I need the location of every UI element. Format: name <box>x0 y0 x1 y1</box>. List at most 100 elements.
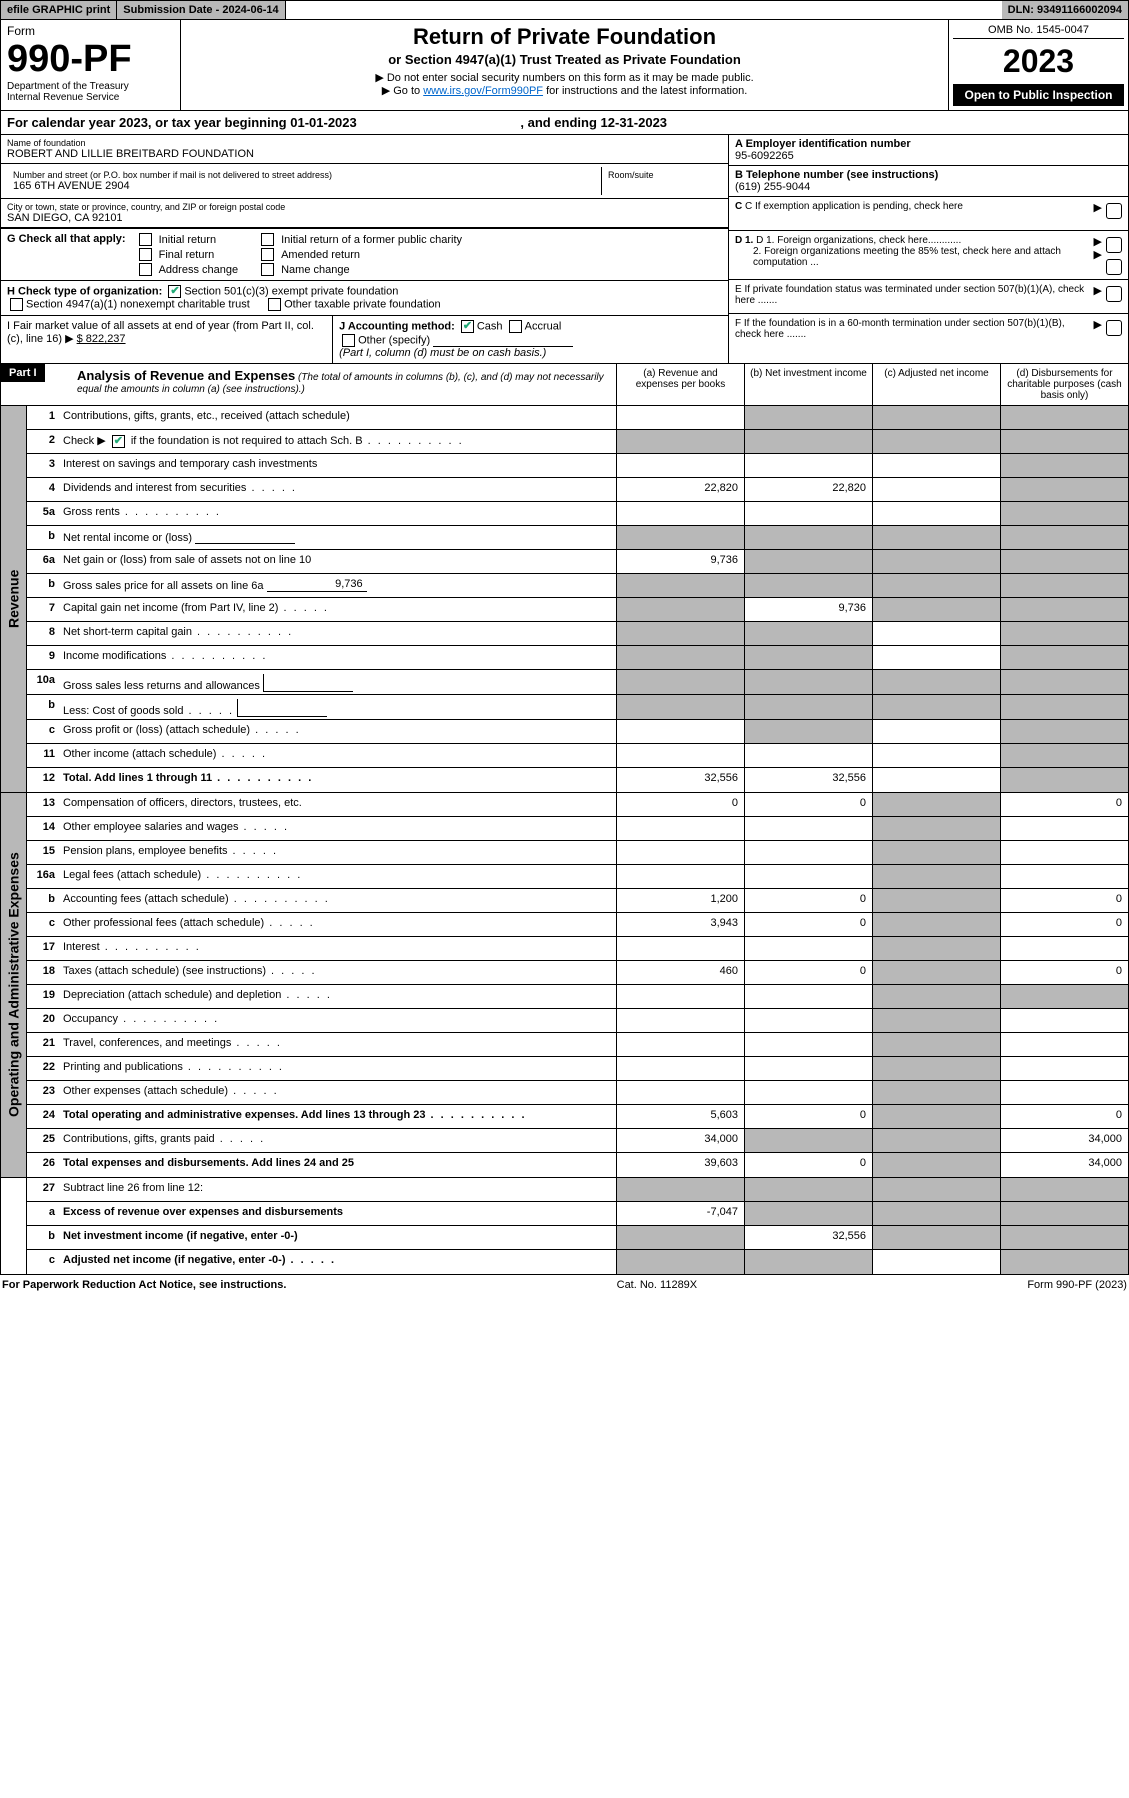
c-b <box>744 1250 872 1274</box>
address-row: Number and street (or P.O. box number if… <box>1 164 728 199</box>
txt: Net gain or (loss) from sale of assets n… <box>61 550 616 573</box>
line27-body: 27Subtract line 26 from line 12: aExcess… <box>27 1178 1128 1274</box>
txt: Travel, conferences, and meetings <box>61 1033 616 1056</box>
expenses-side-label: Operating and Administrative Expenses <box>1 793 27 1177</box>
c-d <box>1000 574 1128 597</box>
j-cash: Cash <box>477 320 503 332</box>
c-a: 0 <box>616 793 744 816</box>
ln: 25 <box>27 1129 61 1152</box>
chk-501c3[interactable] <box>168 285 181 298</box>
c-b: 0 <box>744 793 872 816</box>
c-d <box>1000 744 1128 767</box>
f-label: F If the foundation is in a 60-month ter… <box>735 318 1065 340</box>
c-c <box>872 865 1000 888</box>
footer-catno: Cat. No. 11289X <box>617 1279 698 1291</box>
r5b-line <box>195 530 295 544</box>
i-label: I Fair market value of all assets at end… <box>7 320 314 345</box>
irs-link[interactable]: www.irs.gov/Form990PF <box>423 85 543 97</box>
phone: (619) 255-9044 <box>735 181 1122 193</box>
submission-date: Submission Date - 2024-06-14 <box>117 1 285 19</box>
col-d-header: (d) Disbursements for charitable purpose… <box>1000 364 1128 405</box>
row-5b: bNet rental income or (loss) <box>27 526 1128 550</box>
line27-table: 27Subtract line 26 from line 12: aExcess… <box>0 1178 1129 1275</box>
chk-final-return[interactable] <box>139 248 152 261</box>
footer-formref: Form 990-PF (2023) <box>1027 1279 1127 1291</box>
txt: Net investment income (if negative, ente… <box>61 1226 616 1249</box>
row-24: 24Total operating and administrative exp… <box>27 1105 1128 1129</box>
ln: 2 <box>27 430 61 453</box>
chk-accrual[interactable] <box>509 320 522 333</box>
chk-amended[interactable] <box>261 248 274 261</box>
chk-address-change[interactable] <box>139 263 152 276</box>
c-b: 9,736 <box>744 598 872 621</box>
row-20: 20Occupancy <box>27 1009 1128 1033</box>
c-b: 0 <box>744 913 872 936</box>
ln: b <box>27 695 61 719</box>
c-b <box>744 406 872 429</box>
ln: 24 <box>27 1105 61 1128</box>
txt: Other expenses (attach schedule) <box>61 1081 616 1104</box>
chk-initial-return[interactable] <box>139 233 152 246</box>
chk-other-taxable[interactable] <box>268 298 281 311</box>
city-row: City or town, state or province, country… <box>1 199 728 228</box>
ln: c <box>27 720 61 743</box>
form-word: Form <box>7 24 174 38</box>
c-d <box>1000 454 1128 477</box>
c-d <box>1000 841 1128 864</box>
c-b <box>744 526 872 549</box>
c-c <box>872 1057 1000 1080</box>
c-b <box>744 1033 872 1056</box>
txt: Contributions, gifts, grants paid <box>61 1129 616 1152</box>
addr-label: Number and street (or P.O. box number if… <box>13 170 595 180</box>
txt: Capital gain net income (from Part IV, l… <box>61 598 616 621</box>
r2-pre: Check ▶ <box>63 435 109 447</box>
ln: 22 <box>27 1057 61 1080</box>
other-specify-line <box>433 333 573 347</box>
cal-begin: 01-01-2023 <box>290 115 357 130</box>
r10b-box <box>237 699 327 717</box>
c-a <box>616 1057 744 1080</box>
chk-status-terminated[interactable] <box>1106 286 1122 302</box>
chk-foreign-85[interactable] <box>1106 259 1122 275</box>
chk-foreign-org[interactable] <box>1106 237 1122 253</box>
chk-4947[interactable] <box>10 298 23 311</box>
foundation-name: ROBERT AND LILLIE BREITBARD FOUNDATION <box>7 148 722 160</box>
row-6a: 6aNet gain or (loss) from sale of assets… <box>27 550 1128 574</box>
efile-label[interactable]: efile GRAPHIC print <box>1 1 117 19</box>
txt: Adjusted net income (if negative, enter … <box>61 1250 616 1274</box>
chk-60-month[interactable] <box>1106 320 1122 336</box>
chk-no-schb[interactable] <box>112 435 125 448</box>
r10b-txt: Less: Cost of goods sold <box>63 705 183 717</box>
c-b <box>744 550 872 573</box>
c-b: 22,820 <box>744 478 872 501</box>
txt: Legal fees (attach schedule) <box>61 865 616 888</box>
h-c3: Other taxable private foundation <box>284 298 441 310</box>
c-a: 9,736 <box>616 550 744 573</box>
c-c <box>872 817 1000 840</box>
c-c <box>872 550 1000 573</box>
part1-header-row: Part I Analysis of Revenue and Expenses … <box>0 364 1129 406</box>
header-right: OMB No. 1545-0047 2023 Open to Public In… <box>948 20 1128 110</box>
c-b <box>744 1057 872 1080</box>
c-a <box>616 574 744 597</box>
c-a <box>616 646 744 669</box>
cal-end: 12-31-2023 <box>601 115 668 130</box>
c-d <box>1000 1009 1128 1032</box>
r25-txt: Contributions, gifts, grants paid <box>63 1133 215 1145</box>
chk-other-method[interactable] <box>342 334 355 347</box>
chk-cash[interactable] <box>461 320 474 333</box>
dept-irs: Internal Revenue Service <box>7 92 174 103</box>
c-c <box>872 454 1000 477</box>
ln: 13 <box>27 793 61 816</box>
r10a-txt: Gross sales less returns and allowances <box>63 680 260 692</box>
chk-initial-former[interactable] <box>261 233 274 246</box>
row-6b: bGross sales price for all assets on lin… <box>27 574 1128 598</box>
chk-exemption-pending[interactable] <box>1106 203 1122 219</box>
chk-name-change[interactable] <box>261 263 274 276</box>
ein: 95-6092265 <box>735 150 1122 162</box>
dept-treasury: Department of the Treasury <box>7 81 174 92</box>
c-d: 0 <box>1000 889 1128 912</box>
row-19: 19Depreciation (attach schedule) and dep… <box>27 985 1128 1009</box>
c-c <box>872 695 1000 719</box>
txt: Interest <box>61 937 616 960</box>
